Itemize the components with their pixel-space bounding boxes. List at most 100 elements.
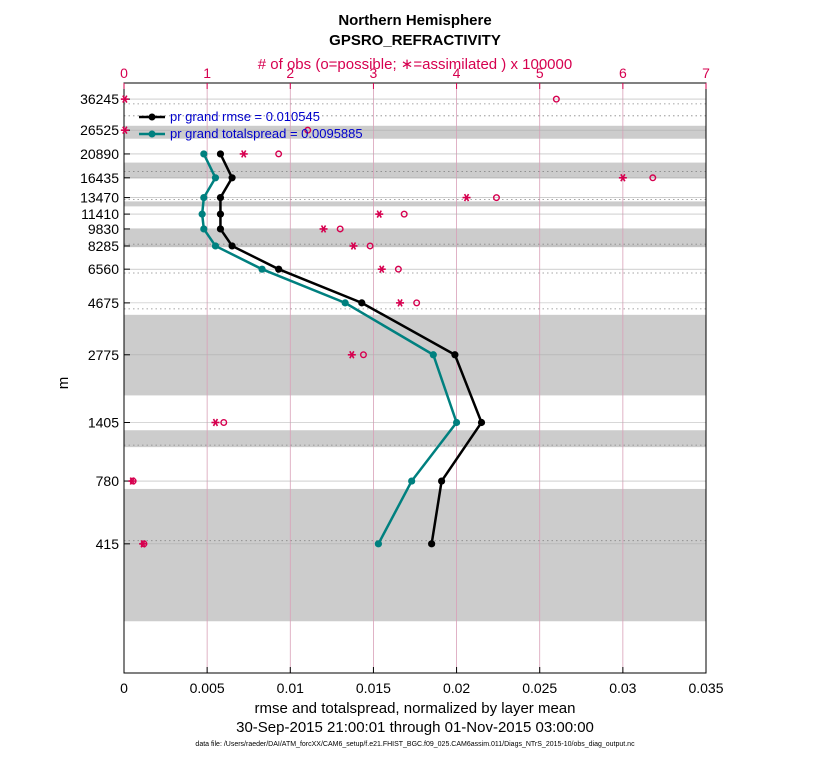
y-axis-ticks: 415 780 1405 2775 4675 6560 828598301141013470… [80, 91, 130, 552]
asterisk-stroke [463, 193, 470, 202]
rmse-point [228, 174, 236, 182]
obs-possible-marker [492, 194, 500, 202]
asterisk-stroke [379, 265, 385, 274]
x-tick-label: 0.015 [356, 680, 391, 696]
y-axis-label: m [55, 377, 72, 390]
shaded-bands [124, 125, 706, 622]
rmse-point [216, 225, 225, 233]
asterisk-stroke [349, 350, 355, 359]
x-tick-label: 0.01 [277, 680, 304, 696]
asterisk-stroke [241, 150, 247, 158]
obs-possible-marker [400, 210, 408, 218]
y-tick-label: 1405 [88, 414, 119, 430]
obs-possible-marker [366, 242, 374, 250]
x-tick-label: 0.035 [688, 680, 723, 696]
obs-possible-marker [304, 126, 312, 134]
top-tick-label: 3 [370, 65, 378, 81]
rmse-point [358, 299, 366, 307]
obs-possible-marker [413, 299, 421, 307]
asterisk-stroke [620, 173, 626, 182]
rmse-point [216, 193, 225, 202]
top-tick-label: 4 [453, 65, 461, 81]
totalspread-point [211, 174, 220, 182]
obs-assimilated-marker [120, 126, 129, 135]
obs-assimilated-marker [349, 242, 358, 250]
asterisk-stroke [122, 95, 128, 103]
totalspread-point [408, 477, 416, 485]
chart-title: Northern Hemisphere [338, 12, 491, 29]
totalspread-point [258, 265, 266, 273]
vertical-gridlines [206, 83, 624, 673]
obs-count-markers [120, 95, 657, 548]
asterisk-stroke [320, 225, 327, 233]
totalspread-point [429, 351, 437, 359]
y-tick-label: 13470 [80, 190, 119, 206]
obs-assimilated-marker [319, 225, 328, 233]
asterisk-stroke [376, 210, 382, 218]
x-tick-label: 0.02 [443, 680, 470, 696]
rmse-point [438, 477, 446, 485]
shaded-band [124, 201, 706, 207]
obs-assimilated-marker [375, 210, 384, 218]
totalspread-point [198, 210, 206, 218]
obs-assimilated-marker [377, 265, 386, 274]
rmse-point [216, 210, 225, 218]
obs-assimilated-marker [120, 95, 129, 103]
asterisk-stroke [129, 477, 136, 485]
y-tick-label: 16435 [80, 170, 119, 186]
y-tick-label: 4675 [88, 295, 119, 311]
series-lines [198, 150, 486, 548]
legend-spread-label: pr grand totalspread = 0.0095885 [170, 126, 363, 141]
y-tick-label: 11410 [81, 206, 119, 222]
legend-rmse-label: pr grand rmse = 0.010545 [170, 109, 320, 124]
obs-possible-marker [275, 150, 283, 158]
rmse-point [275, 265, 283, 273]
chart-subtitle: GPSRO_REFRACTIVITY [329, 32, 501, 49]
totalspread-point [341, 299, 349, 307]
rmse-line [219, 153, 483, 545]
top-axis-ticks: 0 1 2 3 4 5 6 7 [120, 65, 710, 89]
shaded-band [124, 229, 706, 248]
x-axis-ticks: 0 0.005 0.01 0.015 0.02 0.025 0.03 0.035 [120, 667, 724, 696]
plot-frame [123, 82, 707, 674]
rmse-point [477, 418, 486, 427]
asterisk-stroke [350, 242, 357, 250]
totalspread-point [200, 225, 208, 233]
obs-assimilated-marker [618, 173, 627, 182]
rmse-point [428, 540, 436, 548]
y-tick-label: 8285 [88, 238, 119, 254]
rmse-point [216, 150, 225, 158]
obs-assimilated-marker [239, 150, 248, 158]
data-file-footnote: data file: /Users/raeder/DAI/ATM_forcXX/… [195, 741, 635, 748]
shaded-band [124, 430, 706, 448]
x-tick-label: 0.025 [522, 680, 557, 696]
obs-assimilated-marker [347, 350, 356, 359]
x-tick-label: 0.005 [190, 680, 225, 696]
top-tick-label: 5 [536, 65, 544, 81]
top-tick-label: 2 [286, 65, 294, 81]
obs-assimilated-marker [128, 477, 137, 485]
obs-possible-marker [359, 351, 367, 359]
obs-assimilated-marker [211, 418, 220, 427]
y-tick-label: 780 [96, 473, 120, 489]
y-tick-label: 26525 [80, 122, 119, 138]
totalspread-point [200, 193, 208, 202]
legend-spread-marker [148, 130, 156, 138]
legend-rmse-marker [148, 113, 156, 121]
obs-possible-marker [394, 265, 402, 273]
asterisk-stroke [140, 539, 146, 548]
date-range-label: 30-Sep-2015 21:00:01 through 01-Nov-2015… [236, 719, 594, 736]
legend: pr grand rmse = 0.010545 pr grand totals… [139, 109, 363, 141]
top-tick-label: 0 [120, 65, 128, 81]
shaded-band [124, 125, 706, 139]
y-tick-label: 20890 [80, 146, 119, 162]
y-tick-label: 2775 [88, 347, 119, 363]
obs-assimilated-marker [139, 539, 148, 548]
asterisk-stroke [122, 126, 128, 135]
obs-possible-marker [552, 95, 560, 103]
top-tick-label: 1 [203, 65, 211, 81]
asterisk-stroke [212, 418, 219, 427]
shaded-band [124, 314, 706, 396]
obs-possible-marker [336, 225, 344, 233]
x-axis-label: rmse and totalspread, normalized by laye… [255, 700, 576, 717]
